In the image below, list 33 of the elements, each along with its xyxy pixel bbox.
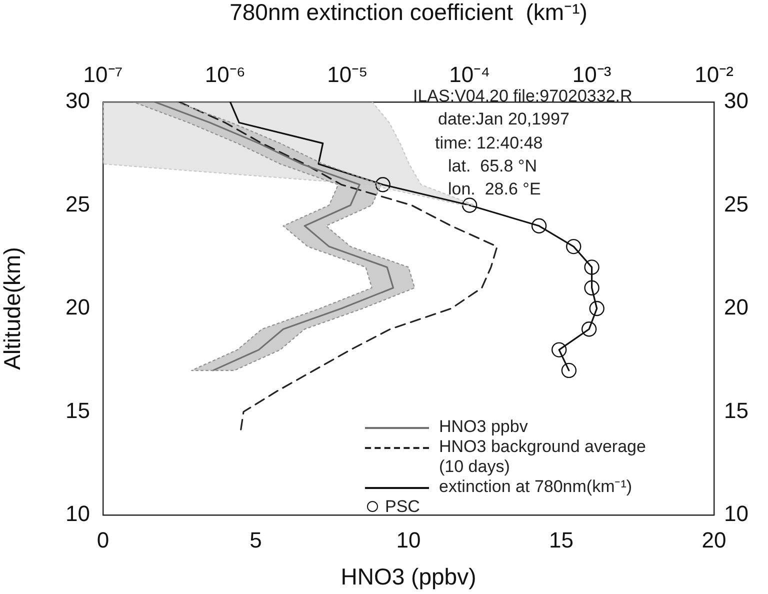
- legend-label: PSC: [385, 497, 420, 517]
- y2-tick-label: 30: [724, 88, 748, 114]
- y2-tick-label: 10: [724, 501, 748, 526]
- x2-tick-label: 10⁻²: [694, 62, 734, 87]
- legend-label: extinction at 780nm(km⁻¹): [439, 477, 632, 497]
- legend-label: HNO3 ppbv: [439, 417, 528, 437]
- x-tick-label: 0: [96, 527, 110, 552]
- x-tick-label: 20: [702, 527, 726, 552]
- y-axis-title: Altitude(km): [0, 247, 26, 370]
- x2-tick-label: 10⁻⁶: [204, 62, 246, 87]
- y-tick-label: 15: [66, 398, 90, 423]
- x-tick-label: 10: [396, 527, 421, 552]
- x-tick-label: 15: [549, 527, 574, 552]
- annotation: ILAS:V04.20 file:97020332.R: [413, 86, 632, 106]
- y-tick-label: 25: [66, 191, 90, 216]
- x2-axis-title: 780nm extinction coefficient (km⁻¹): [230, 0, 588, 26]
- x-axis-title: HNO3 (ppbv): [340, 564, 476, 590]
- x2-tick-label: 10⁻⁷: [83, 62, 123, 87]
- annotation: date:Jan 20,1997: [438, 110, 570, 129]
- x2-tick-label: 10⁻⁵: [327, 62, 368, 87]
- y-tick-label: 30: [66, 88, 90, 114]
- legend-label: HNO3 background average (10 days): [439, 437, 646, 477]
- x2-tick-label: 10⁻⁴: [449, 62, 490, 87]
- annotation: lat. 65.8 °N: [448, 156, 538, 176]
- x-tick-label: 5: [250, 527, 262, 552]
- annotation: lon. 28.6 °E: [448, 180, 541, 199]
- y2-tick-label: 20: [724, 294, 748, 320]
- y-tick-label: 20: [66, 294, 90, 320]
- x2-tick-label: 10⁻³: [572, 62, 612, 87]
- annotation: time: 12:40:48: [435, 134, 543, 153]
- y-tick-label: 10: [66, 501, 90, 526]
- y2-tick-label: 25: [724, 191, 748, 216]
- y2-tick-label: 15: [724, 398, 748, 423]
